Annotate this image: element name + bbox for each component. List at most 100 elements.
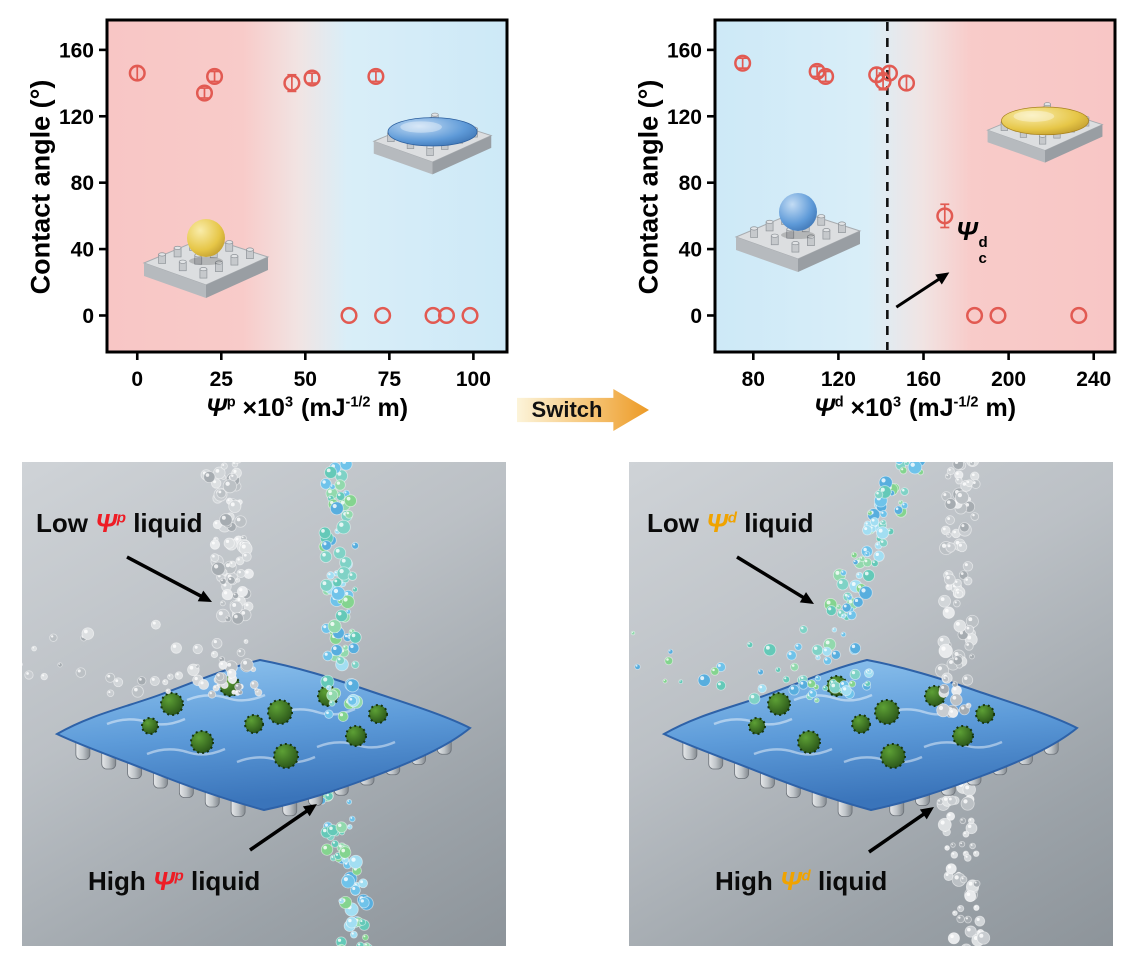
unit-close: m) — [978, 394, 1017, 422]
label-post: liquid — [125, 508, 203, 538]
psi-char: Ψ — [95, 508, 117, 538]
y-tick-label: 0 — [82, 305, 94, 328]
unit-close: m) — [370, 394, 409, 422]
y-tick-label: 40 — [71, 239, 94, 262]
x-tick-label: 75 — [378, 368, 402, 391]
data-point — [817, 67, 835, 85]
chart-psi-d: Contact angle (°) 80 120 160 200 240 0 40 80 120… — [622, 4, 1135, 440]
psi-symbol: Ψd — [706, 508, 737, 538]
inset-beading-droplet-icon — [734, 193, 862, 272]
label-pre: High — [715, 866, 780, 896]
droplet-sphere — [187, 219, 225, 257]
data-point — [340, 306, 358, 325]
label-pre: Low — [36, 508, 96, 538]
data-point — [734, 54, 752, 72]
label-pre: High — [88, 866, 153, 896]
unit-exponent: -1/2 — [953, 394, 979, 411]
bouncing-stream — [200, 462, 254, 623]
x-tick-label: 100 — [456, 368, 491, 391]
label-low-psi-d-liquid: Low Ψd liquid — [647, 508, 814, 539]
x-tick-label: 200 — [991, 368, 1026, 391]
label-high-psi-p-liquid: High Ψp liquid — [88, 866, 260, 897]
y-tick-label: 160 — [667, 39, 702, 62]
multiplier-text: ×10 — [242, 394, 285, 422]
psi-symbol: Ψp — [95, 508, 126, 538]
y-tick-label: 120 — [59, 106, 94, 129]
annotation-sup: d — [978, 234, 988, 251]
x-axis-label-psi-p: Ψp ×103 (mJ-1/2 m) — [107, 394, 507, 423]
y-tick-label: 80 — [679, 172, 702, 195]
label-low-psi-p-liquid: Low Ψp liquid — [36, 508, 203, 539]
moss-ball — [244, 714, 264, 734]
moss-ball — [748, 717, 766, 735]
data-point — [195, 84, 214, 102]
multiplier-exponent: 3 — [892, 394, 902, 411]
penetrating-stream — [935, 462, 981, 718]
x-tick-label: 25 — [210, 368, 234, 391]
multiplier-exponent: 3 — [284, 394, 294, 411]
data-point — [966, 306, 984, 325]
moss-ball — [160, 692, 184, 716]
data-point — [206, 67, 224, 85]
data-point — [303, 69, 321, 87]
psi-symbol: Ψ — [205, 394, 227, 422]
psi-char: Ψ — [706, 508, 728, 538]
y-tick-label: 80 — [71, 172, 94, 195]
x-axis-label-psi-d: Ψd ×103 (mJ-1/2 m) — [715, 394, 1115, 423]
x-tick-label: 80 — [742, 368, 765, 391]
moss-ball — [952, 725, 974, 747]
moss-ball — [851, 714, 871, 734]
penetrating-stream — [318, 462, 364, 722]
unit-open: (mJ — [909, 394, 954, 422]
moss-ball — [368, 704, 388, 724]
x-tick-label: 50 — [294, 368, 317, 391]
psi-superscript: p — [226, 394, 236, 411]
data-point — [989, 306, 1007, 325]
psi-symbol: Ψp — [153, 866, 184, 896]
droplet-spread — [387, 117, 478, 147]
annotation-sub: c — [978, 249, 987, 267]
label-post: liquid — [736, 508, 814, 538]
x-tick-label: 240 — [1076, 368, 1111, 391]
label-post: liquid — [810, 866, 888, 896]
moss-ball — [767, 692, 791, 716]
label-pre: Low — [647, 508, 707, 538]
psi-sup: p — [174, 867, 184, 885]
y-tick-label: 120 — [667, 106, 702, 129]
unit-exponent: -1/2 — [345, 394, 371, 411]
inset-spreading-droplet-icon — [986, 102, 1104, 163]
scatter-plot-psi-p: 0 25 50 75 100 0 40 80 120 160 — [59, 18, 509, 391]
psi-sup: d — [801, 867, 811, 885]
y-tick-label: 0 — [690, 305, 702, 328]
moss-ball — [345, 725, 367, 747]
data-point — [283, 74, 301, 92]
scene-psi-d — [630, 462, 1079, 946]
moss-ball — [190, 730, 214, 754]
x-tick-label: 0 — [131, 368, 143, 391]
multiplier-text: ×10 — [850, 394, 893, 422]
moss-ball — [141, 717, 159, 735]
data-point — [897, 74, 916, 92]
psi-symbol: Ψd — [780, 866, 811, 896]
droplet-sphere — [779, 193, 817, 231]
psi-symbol: Ψ — [813, 394, 835, 422]
unit-open: (mJ — [301, 394, 346, 422]
moss-ball — [797, 730, 821, 754]
panel-psi-p-demo: Low Ψp liquid High Ψp liquid — [22, 462, 506, 946]
y-tick-label: 40 — [679, 239, 702, 262]
switch-label: Switch — [531, 397, 603, 422]
label-post: liquid — [183, 866, 261, 896]
label-high-psi-d-liquid: High Ψd liquid — [715, 866, 887, 897]
psi-symbol: Ψ — [956, 216, 978, 246]
x-tick-label: 120 — [821, 368, 856, 391]
penetrated-stream — [313, 779, 374, 946]
y-tick-label: 160 — [59, 39, 94, 62]
psi-sup: p — [116, 509, 126, 527]
moss-ball — [874, 699, 900, 725]
inset-spreading-droplet-icon — [372, 112, 493, 175]
bouncing-stream — [823, 462, 926, 621]
panel-psi-d-demo: Low Ψd liquid High Ψd liquid — [629, 462, 1113, 946]
data-point — [461, 306, 479, 325]
